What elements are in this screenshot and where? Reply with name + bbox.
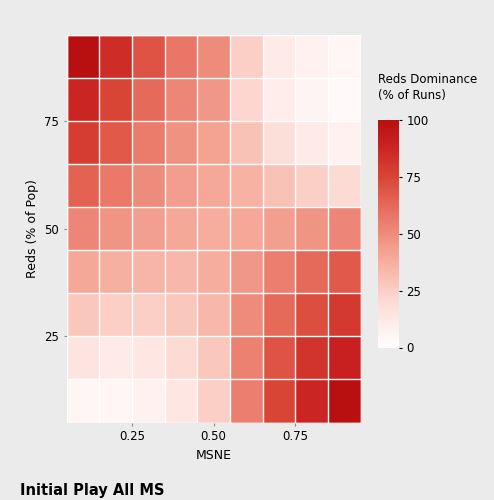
Text: Reds Dominance
(% of Runs): Reds Dominance (% of Runs) [378, 73, 477, 102]
X-axis label: MSNE: MSNE [196, 448, 232, 462]
Text: Initial Play All MS: Initial Play All MS [20, 482, 165, 498]
Y-axis label: Reds (% of Pop): Reds (% of Pop) [26, 180, 39, 278]
